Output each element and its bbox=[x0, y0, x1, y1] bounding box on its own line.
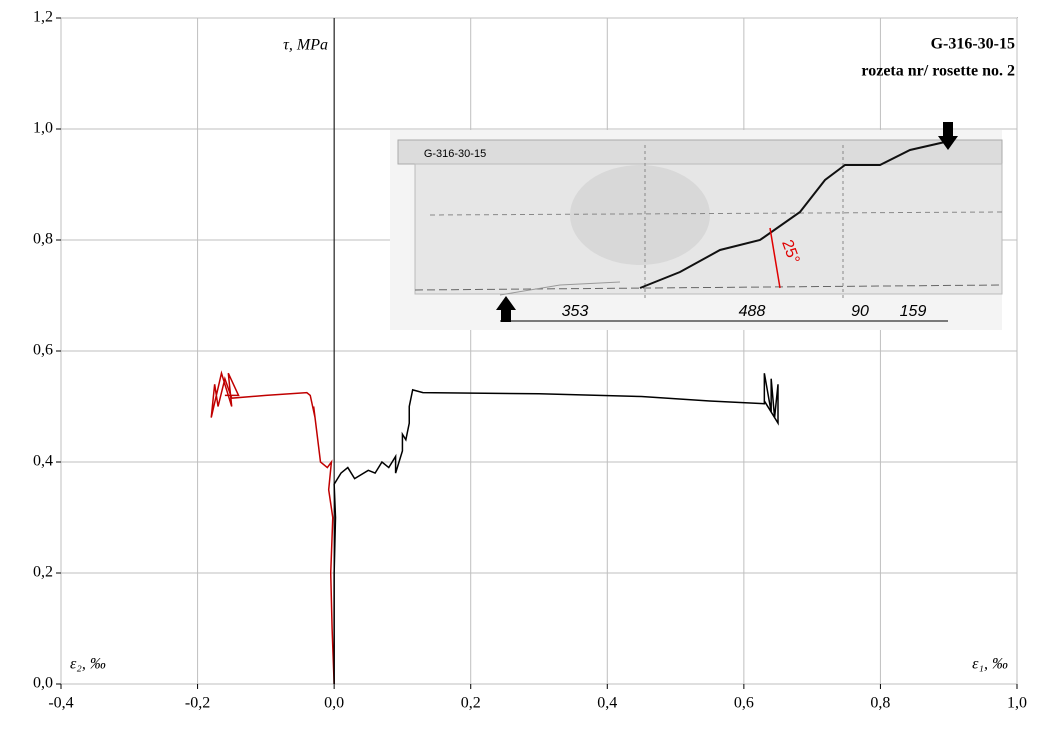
grid bbox=[60, 17, 1018, 685]
y-tick-label: 0,2 bbox=[33, 564, 53, 581]
x-tick-label: 0,4 bbox=[597, 695, 617, 712]
y-tick-label: 0,4 bbox=[33, 453, 53, 470]
y-tick-label: 0,8 bbox=[33, 231, 53, 248]
y-axis-label: τ, MPa bbox=[283, 37, 328, 54]
series-line bbox=[210, 370, 335, 685]
stain bbox=[570, 165, 710, 265]
dimension: 159 bbox=[900, 303, 927, 320]
beam-web bbox=[414, 163, 1003, 295]
x-tick-label: 0,8 bbox=[870, 695, 890, 712]
rosette-line bbox=[769, 227, 781, 289]
load-arrow bbox=[938, 122, 958, 150]
x-tick-label: 0,6 bbox=[734, 695, 754, 712]
x-tick-label: -0,4 bbox=[48, 695, 73, 712]
x-axis-label: ε₂, ‰ bbox=[70, 656, 106, 673]
dimension: 90 bbox=[851, 303, 869, 320]
beam-flange bbox=[397, 139, 1003, 165]
y-tick-label: 0,6 bbox=[33, 342, 53, 359]
x-tick-label: 1,0 bbox=[1007, 695, 1027, 712]
y-tick-label: 1,0 bbox=[33, 120, 53, 137]
inset-photo: G-316-30-15 353 488 90 159 25° bbox=[390, 122, 1003, 330]
dimension: 488 bbox=[739, 303, 766, 320]
x-tick-label: 0,2 bbox=[461, 695, 481, 712]
x-tick-label: 0,0 bbox=[324, 695, 344, 712]
crack bbox=[499, 281, 621, 296]
crack bbox=[639, 141, 946, 289]
support-arrow bbox=[496, 296, 516, 322]
y-tick-label: 0,0 bbox=[33, 675, 53, 692]
dimension: 353 bbox=[562, 303, 589, 320]
x-tick-label: -0,2 bbox=[185, 695, 210, 712]
specimen-label: G-316-30-15 bbox=[424, 148, 486, 160]
x-axis-label: ε₁, ‰ bbox=[972, 656, 1008, 673]
series-line bbox=[333, 373, 779, 684]
edge bbox=[414, 284, 1003, 291]
y-tick-label: 1,2 bbox=[33, 9, 53, 26]
chart-subtitle: rozeta nr/ rosette no. 2 bbox=[861, 63, 1015, 80]
chart-title: G-316-30-15 bbox=[931, 36, 1015, 53]
